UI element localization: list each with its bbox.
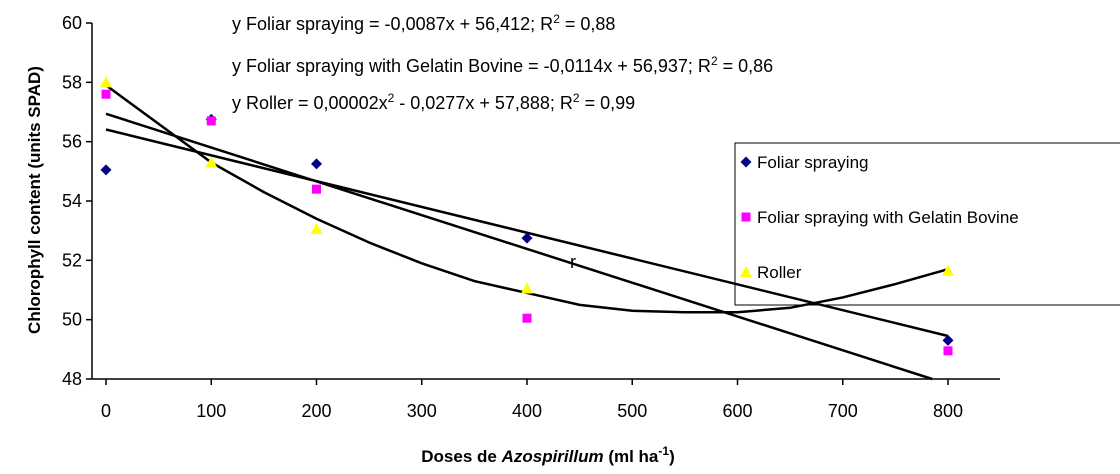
y-tick-label: 56 (62, 132, 82, 152)
equation-part: y Foliar spraying = -0,0087x + 56,412; R (232, 14, 553, 34)
equation-part: 2 (711, 54, 718, 68)
legend-marker (740, 156, 752, 168)
x-axis-title-part: -1 (658, 444, 669, 458)
x-tick-label: 400 (512, 401, 542, 421)
data-point (101, 89, 111, 99)
data-point (942, 334, 954, 346)
data-point (100, 76, 112, 88)
trendline-equation: y Roller = 0,00002x2 - 0,0277x + 57,888;… (232, 91, 635, 113)
legend-label: Foliar spraying (757, 153, 869, 172)
trendline-equation: y Foliar spraying = -0,0087x + 56,412; R… (232, 12, 615, 34)
y-axis-title: Chlorophyll content (units SPAD) (25, 66, 44, 334)
y-tick-label: 50 (62, 310, 82, 330)
x-axis-title-part: ) (669, 447, 675, 466)
annotation: r (570, 252, 576, 272)
x-tick-label: 600 (722, 401, 752, 421)
x-axis-title-part: Doses de (421, 447, 501, 466)
legend-marker (740, 266, 752, 277)
x-axis-title: Doses de Azospirillum (ml ha-1) (421, 444, 674, 466)
x-axis-title-part: (ml ha (604, 447, 659, 466)
data-point (310, 223, 323, 235)
x-tick-label: 800 (933, 401, 963, 421)
x-axis-title-part: Azospirillum (501, 447, 604, 466)
legend-marker (741, 212, 751, 222)
y-tick-label: 48 (62, 369, 82, 389)
equation-part: = 0,86 (718, 56, 774, 76)
x-tick-label: 500 (617, 401, 647, 421)
equation-part: = 0,88 (560, 14, 616, 34)
data-point (312, 184, 321, 194)
equation-part: 2 (553, 12, 560, 26)
data-point (521, 232, 533, 244)
legend-box (734, 142, 1120, 306)
equation-part: 2 (573, 91, 580, 105)
equation-part: - 0,0277x + 57,888; R (394, 93, 573, 113)
y-tick-label: 58 (62, 72, 82, 92)
x-tick-label: 700 (828, 401, 858, 421)
y-tick-label: 52 (62, 250, 82, 270)
equation-part: = 0,99 (580, 93, 636, 113)
data-point (205, 156, 218, 168)
x-tick-label: 100 (196, 401, 226, 421)
equation-part: 2 (388, 91, 395, 105)
legend-label: Roller (757, 263, 802, 282)
y-tick-label: 60 (62, 13, 82, 33)
x-tick-label: 200 (301, 401, 331, 421)
legend-label: Foliar spraying with Gelatin Bovine (757, 208, 1019, 227)
data-point (206, 116, 216, 126)
data-point (100, 164, 112, 176)
equation-part: y Foliar spraying with Gelatin Bovine = … (232, 56, 711, 76)
data-point (943, 346, 953, 356)
equation-part: y Roller = 0,00002x (232, 93, 388, 113)
x-tick-label: 300 (407, 401, 437, 421)
trendline (105, 112, 933, 381)
data-point (311, 158, 322, 170)
data-point (522, 313, 532, 323)
y-tick-label: 54 (62, 191, 82, 211)
trendline-equation: y Foliar spraying with Gelatin Bovine = … (232, 54, 773, 76)
data-point (942, 264, 954, 276)
x-tick-label: 0 (101, 401, 111, 421)
data-point (521, 282, 533, 294)
